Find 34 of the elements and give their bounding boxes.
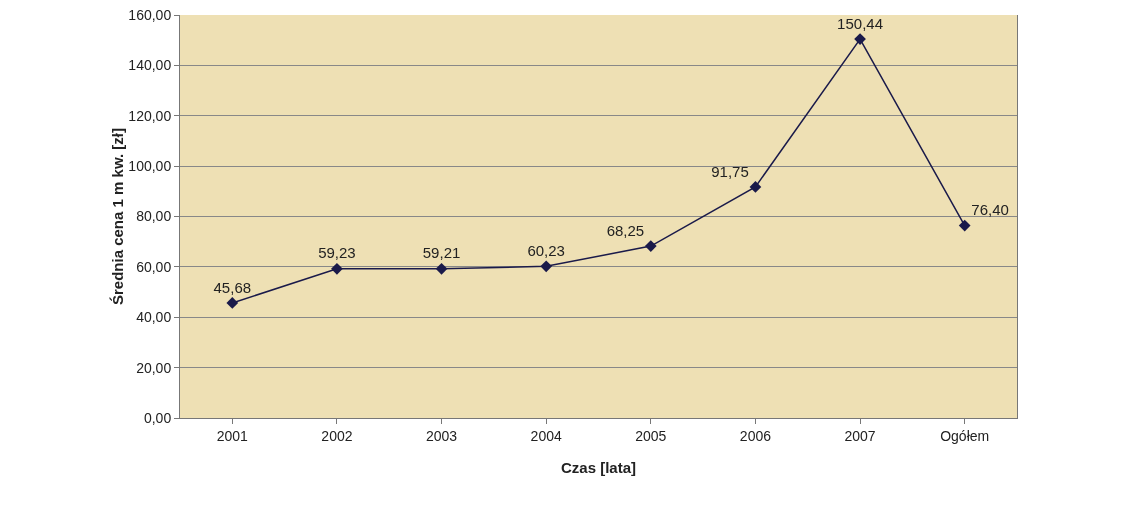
x-tick-label: 2001 bbox=[216, 427, 249, 444]
data-label: 59,21 bbox=[422, 244, 461, 262]
point bbox=[749, 181, 762, 193]
y-tick-label: 60,00 bbox=[136, 258, 172, 275]
point bbox=[435, 263, 448, 275]
point bbox=[644, 240, 657, 252]
y-tick-label: 140,00 bbox=[128, 57, 172, 74]
x-axis-title: Czas [lata] bbox=[560, 459, 637, 476]
y-tick-label: 0,00 bbox=[143, 409, 172, 426]
y-tick-label: 160,00 bbox=[128, 6, 172, 23]
data-label: 68,25 bbox=[606, 221, 645, 239]
data-label: 45,68 bbox=[213, 278, 252, 296]
x-tick-label: 2005 bbox=[635, 427, 667, 444]
x-tick-label: 2003 bbox=[425, 427, 458, 444]
y-tick-label: 80,00 bbox=[136, 208, 172, 225]
x-tick-label: 2007 bbox=[844, 427, 876, 444]
y-tick-label: 120,00 bbox=[128, 107, 172, 124]
point bbox=[540, 260, 553, 273]
y-axis-title: Średnia cena 1 m kw. [zł] bbox=[109, 127, 127, 306]
y-tick-label: 20,00 bbox=[136, 359, 172, 376]
x-tick-label: Ogółem bbox=[940, 427, 990, 444]
data-label: 76,40 bbox=[971, 201, 1009, 219]
data-label: 150,44 bbox=[837, 14, 884, 32]
data-label: 60,23 bbox=[527, 241, 565, 259]
data-label: 91,75 bbox=[711, 162, 749, 180]
point bbox=[958, 219, 971, 232]
data-label: 59,23 bbox=[318, 244, 356, 262]
x-tick-label: 2004 bbox=[530, 427, 562, 444]
point bbox=[331, 262, 343, 275]
point bbox=[226, 297, 239, 309]
y-tick-label: 40,00 bbox=[136, 309, 172, 326]
y-tick-label: 100,00 bbox=[128, 158, 172, 175]
x-tick-label: 2002 bbox=[321, 427, 353, 444]
x-tick-label: 2006 bbox=[739, 427, 772, 444]
